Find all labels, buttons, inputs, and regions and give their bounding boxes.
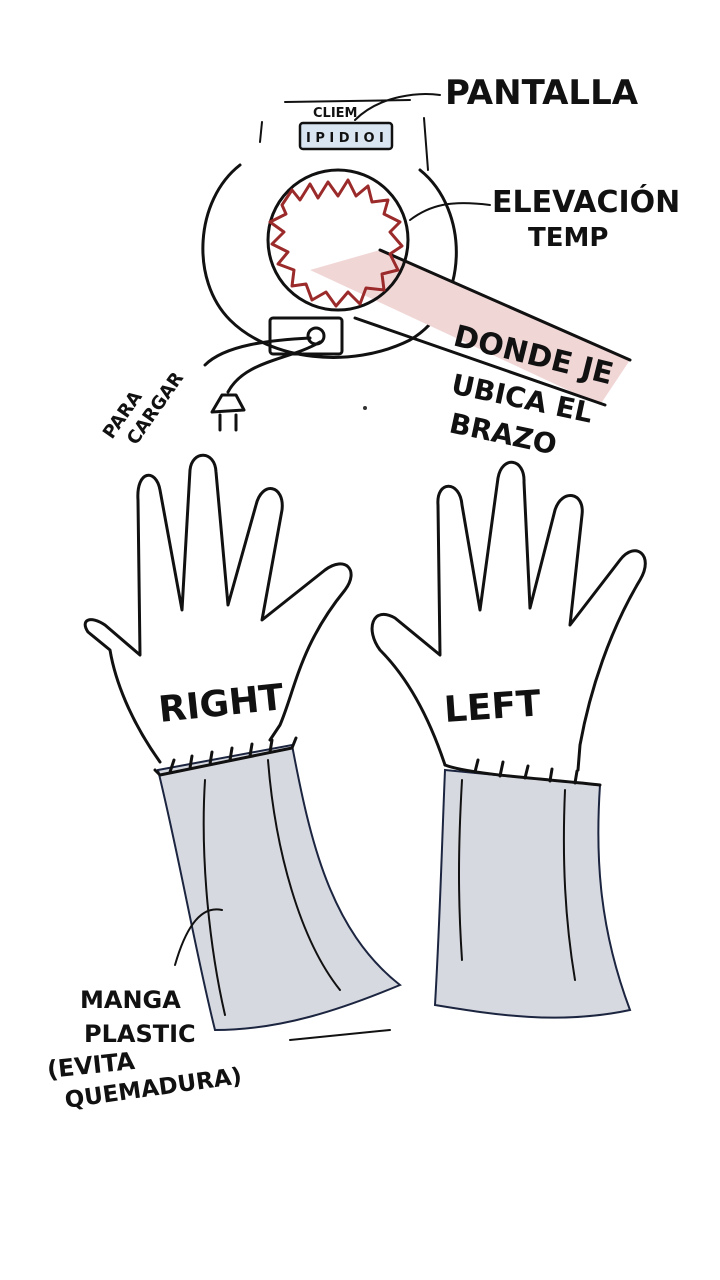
left-cuff — [443, 758, 602, 787]
device-right-edge — [423, 117, 429, 171]
sleeve-label-3: (EVITA — [46, 1047, 137, 1084]
screen-top-line — [284, 99, 411, 103]
right-hand: RIGHT — [83, 453, 402, 1041]
left-sleeve-fold-1 — [458, 779, 463, 961]
left-sleeve — [433, 768, 632, 1019]
label-heat-2: TEMP — [528, 223, 608, 253]
charging-plug-icon — [210, 393, 246, 432]
charging-port-socket — [306, 326, 326, 346]
right-hand-label: RIGHT — [157, 677, 286, 731]
right-sleeve-fold-1 — [202, 779, 226, 1016]
left-sleeve-fold-2 — [562, 789, 576, 981]
heat-callout-line — [409, 202, 491, 221]
arm-band-edge-top — [378, 248, 632, 362]
screen-callout-line — [354, 93, 441, 121]
device: CLIEM I P I D I O I — [201, 99, 632, 432]
left-hand: LEFT — [370, 460, 647, 1019]
label-heat-1: ELEVACIÓN — [492, 183, 680, 220]
right-sleeve — [156, 743, 402, 1032]
screen-display: I P I D I O I — [306, 131, 384, 146]
label-screen: PANTALLA — [445, 73, 639, 113]
heating-element-icon — [268, 178, 404, 308]
sleeve-label-2: PLASTIC — [84, 1020, 196, 1048]
charging-port — [268, 316, 344, 356]
sleeve-label-1: MANGA — [80, 986, 181, 1014]
device-left-edge — [259, 121, 263, 143]
right-sleeve-fold-2 — [267, 759, 341, 991]
arm-band-edge-bottom — [353, 316, 607, 407]
heating-plate — [266, 168, 410, 312]
right-sleeve-fold-3 — [289, 1029, 391, 1041]
device-screen — [298, 121, 394, 151]
right-hand-outline — [83, 453, 353, 764]
right-cuff — [153, 736, 298, 777]
left-hand-label: LEFT — [443, 683, 543, 731]
device-outer-ring — [201, 163, 458, 359]
stray-dot — [363, 406, 367, 410]
charging-cable — [203, 336, 322, 394]
screen-brand: CLIEM — [313, 106, 357, 121]
sleeve-callout-line — [174, 908, 223, 966]
left-hand-outline — [370, 460, 647, 772]
